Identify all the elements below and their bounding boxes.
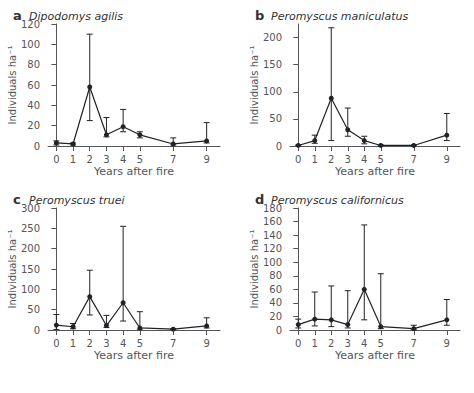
svg-text:7: 7: [411, 338, 417, 349]
svg-text:Individuals ha⁻¹: Individuals ha⁻¹: [7, 230, 18, 309]
svg-text:Peromyscus maniculatus: Peromyscus maniculatus: [271, 10, 408, 23]
svg-text:50: 50: [27, 304, 40, 315]
svg-text:Individuals ha⁻¹: Individuals ha⁻¹: [249, 230, 260, 309]
svg-text:Dipodomys agilis: Dipodomys agilis: [29, 10, 123, 23]
svg-text:4: 4: [361, 154, 367, 165]
svg-text:5: 5: [378, 154, 384, 165]
svg-text:Years after fire: Years after fire: [334, 165, 415, 178]
svg-text:20: 20: [27, 120, 40, 131]
svg-text:7: 7: [170, 338, 176, 349]
svg-text:50: 50: [269, 113, 282, 124]
svg-text:a: a: [13, 8, 22, 23]
svg-text:9: 9: [444, 338, 450, 349]
svg-text:Peromyscus truei: Peromyscus truei: [29, 194, 125, 207]
svg-text:2: 2: [328, 154, 334, 165]
svg-text:200: 200: [21, 243, 40, 254]
svg-text:9: 9: [203, 154, 209, 165]
svg-text:9: 9: [444, 154, 450, 165]
svg-text:1: 1: [312, 338, 318, 349]
svg-text:1: 1: [70, 338, 76, 349]
svg-text:250: 250: [21, 223, 40, 234]
svg-text:150: 150: [263, 59, 282, 70]
svg-text:40: 40: [269, 297, 282, 308]
svg-text:Individuals ha⁻¹: Individuals ha⁻¹: [7, 46, 18, 125]
svg-text:100: 100: [263, 257, 282, 268]
svg-text:Years after fire: Years after fire: [334, 349, 415, 362]
svg-text:0: 0: [295, 338, 301, 349]
svg-text:7: 7: [170, 154, 176, 165]
svg-text:7: 7: [411, 154, 417, 165]
svg-text:150: 150: [21, 264, 40, 275]
svg-text:4: 4: [361, 338, 367, 349]
svg-text:0: 0: [276, 141, 282, 152]
svg-text:2: 2: [87, 338, 93, 349]
svg-text:0: 0: [53, 154, 59, 165]
svg-text:160: 160: [263, 216, 282, 227]
svg-text:c: c: [13, 192, 21, 207]
svg-text:120: 120: [20, 18, 40, 30]
svg-text:300: 300: [20, 202, 40, 214]
svg-text:60: 60: [27, 80, 40, 91]
svg-text:d: d: [255, 192, 264, 207]
svg-text:100: 100: [21, 39, 40, 50]
svg-text:3: 3: [345, 154, 351, 165]
svg-text:Years after fire: Years after fire: [93, 349, 174, 362]
svg-text:3: 3: [103, 338, 109, 349]
svg-text:Years after fire: Years after fire: [93, 165, 174, 178]
svg-text:0: 0: [276, 325, 282, 336]
svg-text:5: 5: [137, 338, 143, 349]
svg-text:3: 3: [345, 338, 351, 349]
svg-text:200: 200: [263, 32, 282, 43]
svg-text:1: 1: [70, 154, 76, 165]
svg-text:1: 1: [312, 154, 318, 165]
svg-text:0: 0: [34, 325, 40, 336]
svg-text:120: 120: [263, 243, 282, 254]
svg-text:4: 4: [120, 338, 126, 349]
svg-text:60: 60: [269, 284, 282, 295]
svg-text:100: 100: [263, 86, 282, 97]
svg-text:4: 4: [120, 154, 126, 165]
svg-text:Peromyscus californicus: Peromyscus californicus: [271, 194, 404, 207]
svg-text:b: b: [255, 8, 264, 23]
svg-text:180: 180: [262, 202, 282, 214]
svg-text:3: 3: [103, 154, 109, 165]
svg-text:100: 100: [21, 284, 40, 295]
svg-text:0: 0: [295, 154, 301, 165]
svg-text:9: 9: [203, 338, 209, 349]
svg-text:80: 80: [27, 59, 40, 70]
svg-text:5: 5: [378, 338, 384, 349]
svg-text:80: 80: [269, 270, 282, 281]
svg-text:Individuals ha⁻¹: Individuals ha⁻¹: [249, 46, 260, 125]
svg-text:2: 2: [328, 338, 334, 349]
svg-text:5: 5: [137, 154, 143, 165]
svg-text:0: 0: [53, 338, 59, 349]
svg-text:40: 40: [27, 100, 40, 111]
svg-text:0: 0: [34, 141, 40, 152]
svg-text:20: 20: [269, 311, 282, 322]
svg-text:140: 140: [263, 230, 282, 241]
svg-text:2: 2: [87, 154, 93, 165]
